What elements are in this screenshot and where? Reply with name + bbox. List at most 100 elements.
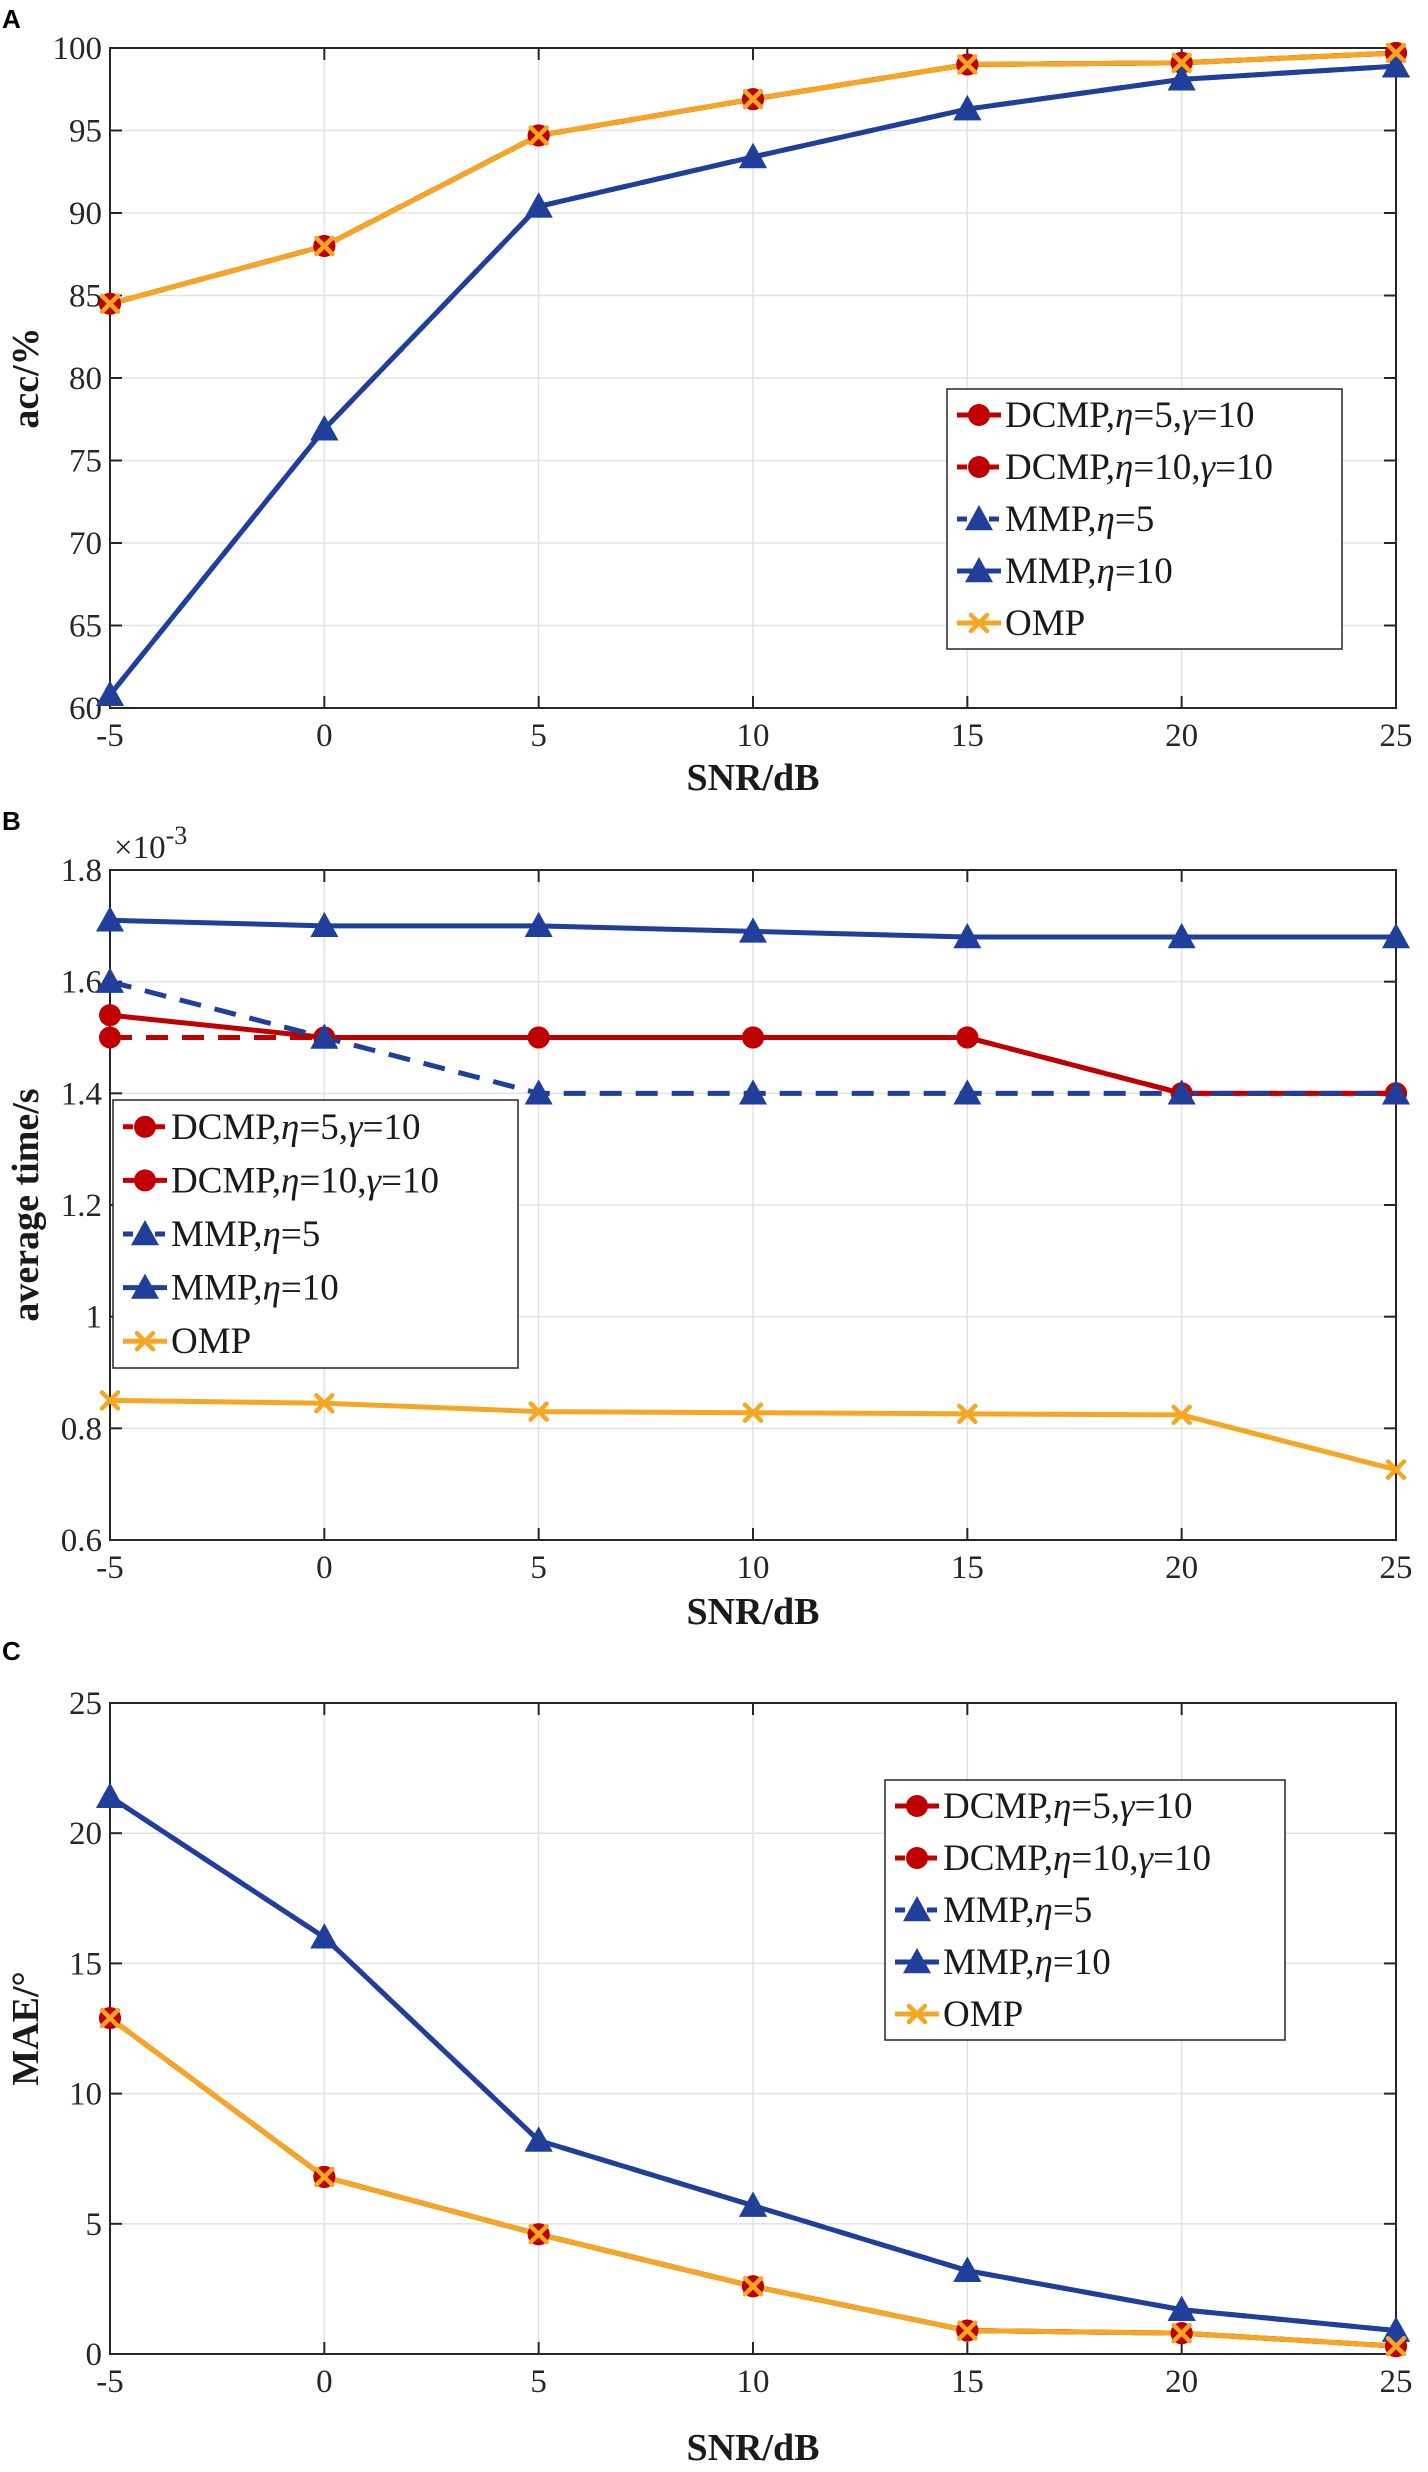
x-tick-label: -5	[96, 1550, 124, 1586]
legend-label-part: =10	[281, 1268, 339, 1309]
y-tick-label: 60	[69, 691, 102, 727]
legend-box	[884, 1779, 1286, 2041]
x-tick-label: 25	[1380, 1550, 1413, 1586]
legend-label-part: =10	[381, 1160, 439, 1201]
marker-mmp10-6	[1382, 2316, 1410, 2342]
legend-marker-omp	[968, 612, 990, 634]
y-tick-label: 1.6	[61, 965, 102, 1001]
marker-omp-1	[314, 2166, 335, 2188]
marker-mmp10-1	[310, 1923, 339, 1949]
marker-mmp5-0	[96, 967, 124, 993]
marker-omp-4	[957, 54, 978, 75]
marker-omp-2	[528, 2223, 549, 2245]
legend-label-part: =10	[1115, 551, 1173, 592]
x-tick-label: -5	[96, 718, 124, 754]
legend-label-part: DCMP,	[943, 1786, 1053, 1827]
marker-mmp10-4	[953, 2256, 982, 2282]
y-axis-label: average time/s	[5, 1088, 47, 1321]
marker-omp-2	[528, 125, 549, 146]
marker-mmp10-5	[1167, 2295, 1196, 2321]
x-tick-label: 20	[1165, 718, 1198, 754]
y-tick-label: 90	[69, 196, 102, 232]
marker-omp-1	[314, 235, 335, 257]
legend-label-omp: OMP	[943, 1994, 1023, 2035]
marker-mmp10-0	[96, 906, 124, 932]
x-axis-label: SNR/dB	[686, 1591, 819, 1633]
legend-label-part: DCMP,	[171, 1107, 281, 1148]
y-tick-label: 95	[69, 114, 102, 150]
legend-box	[946, 388, 1343, 650]
marker-mmp10-5	[1167, 65, 1196, 91]
legend-label-part: η	[281, 1107, 299, 1148]
legend-marker-mmp10	[903, 1948, 931, 1974]
legend-label-part: =5,	[299, 1107, 348, 1148]
series-markers	[96, 41, 1410, 706]
x-tick-label: 20	[1165, 1550, 1198, 1586]
legend-label-dcmp10: DCMP,η=10,γ=10	[943, 1838, 1211, 1879]
marker-omp-3	[742, 1402, 764, 1423]
legend-label-part: MMP,	[943, 1890, 1035, 1931]
legend-label-part: η	[1097, 499, 1115, 540]
y-tick-label: 1.8	[61, 853, 102, 889]
y-tick-label: 80	[69, 361, 102, 397]
legend-label-part: γ	[1201, 447, 1217, 488]
y-tick-label: 1.2	[61, 1188, 102, 1224]
legend-label-part: DCMP,	[943, 1838, 1053, 1879]
marker-mmp10-2	[524, 192, 553, 218]
legend-label-part: η	[1115, 447, 1133, 488]
marker-mmp10-6	[1382, 923, 1410, 949]
y-tick-label: 10	[69, 2077, 102, 2113]
marker-omp-6	[1385, 1459, 1407, 1480]
y-tick-label: 0.6	[61, 1523, 102, 1559]
legend-label-part: γ	[348, 1107, 364, 1148]
marker-omp-5	[1171, 2322, 1192, 2344]
x-tick-label: 10	[737, 718, 770, 754]
legend-marker-mmp5	[131, 1220, 159, 1246]
legend-label-part: =5	[281, 1214, 320, 1255]
marker-omp-6	[1385, 42, 1407, 64]
marker-mmp10-4	[953, 923, 982, 949]
legend-label-part: OMP	[943, 1994, 1023, 2035]
legend-label-part: =10,	[299, 1160, 366, 1201]
legend-label-part: =5	[1115, 499, 1154, 540]
x-tick-label: 0	[316, 2364, 333, 2400]
y-tick-label: 70	[69, 526, 102, 562]
y-axis-label: acc/%	[5, 327, 47, 428]
legend-label-part: η	[1097, 551, 1115, 592]
legend-label-dcmp5: DCMP,η=5,γ=10	[943, 1786, 1192, 1827]
y-axis-label: MAE/°	[5, 1971, 47, 2085]
legend-label-omp: OMP	[171, 1321, 251, 1362]
marker-dcmp10-2	[527, 1026, 550, 1049]
marker-omp-1	[314, 1392, 335, 1414]
marker-mmp10-2	[524, 911, 553, 938]
panel-a: A -5 0 5 10 15 20 25 60 65 70 75 80 85 90 95 100 SNR/dB ac…	[2, 4, 1413, 799]
marker-mmp10-3	[739, 2191, 767, 2217]
legend-label-mmp5: MMP,η=5	[1005, 499, 1154, 540]
legend-label-dcmp10: DCMP,η=10,γ=10	[1005, 447, 1273, 488]
legend-label-part: MMP,	[1005, 551, 1097, 592]
legend: DCMP,η=5,γ=10DCMP,η=10,γ=10MMP,η=5MMP,η=…	[112, 1099, 519, 1369]
legend-label-part: DCMP,	[171, 1160, 281, 1201]
marker-mmp10-3	[739, 142, 767, 169]
marker-dcmp10-0	[99, 1004, 121, 1027]
y-tick-label: 0.8	[61, 1411, 102, 1447]
marker-mmp10-4	[953, 95, 982, 121]
legend-label-part: η	[281, 1160, 299, 1201]
legend-label-part: η	[1035, 1890, 1053, 1931]
marker-omp-0	[99, 2007, 121, 2029]
marker-mmp5-3	[739, 1079, 767, 1105]
marker-mmp10-2	[524, 2126, 553, 2152]
legend-label-part: η	[1035, 1942, 1053, 1983]
y-tick-label: 15	[69, 1946, 102, 1982]
marker-omp-3	[742, 2276, 764, 2297]
panel-c: C-5 0 5 10 15 20 250510152025SNR/dBMAE/°DCMP,η…	[2, 1636, 1413, 2469]
legend-label-part: MMP,	[1005, 499, 1097, 540]
legend-label-part: =10	[1153, 1838, 1211, 1879]
y-exponent-power: -3	[166, 821, 188, 850]
y-tick-label: 0	[86, 2337, 103, 2373]
legend-label-part: MMP,	[943, 1942, 1035, 1983]
legend-label-part: η	[1053, 1838, 1071, 1879]
legend-label-part: OMP	[171, 1321, 251, 1362]
legend-label-mmp10: MMP,η=10	[171, 1268, 339, 1309]
legend-marker-dcmp5	[968, 404, 990, 426]
